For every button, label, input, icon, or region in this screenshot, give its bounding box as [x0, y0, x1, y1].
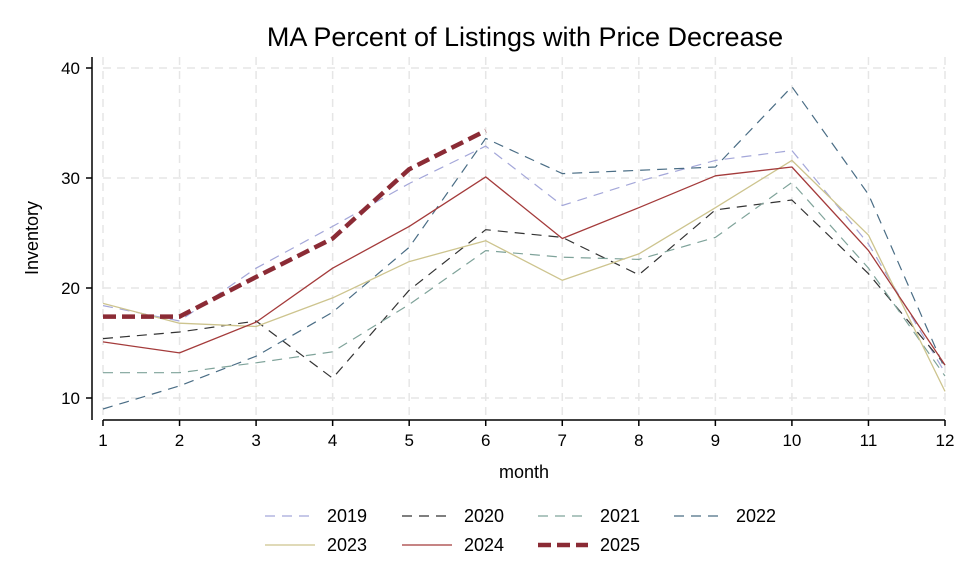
- x-tick-label: 11: [860, 431, 878, 450]
- x-axis-label: month: [499, 462, 549, 482]
- series-line-2023: [102, 159, 946, 392]
- series-line-2022: [102, 86, 946, 410]
- x-tick-label: 3: [251, 431, 260, 450]
- x-tick-label: 5: [404, 431, 413, 450]
- x-tick-label: 2: [175, 431, 184, 450]
- x-tick-label: 6: [481, 431, 490, 450]
- x-tick-label: 8: [634, 431, 643, 450]
- series-line-2024: [102, 166, 946, 366]
- legend-label-2024: 2024: [464, 535, 504, 555]
- x-tick-label: 4: [328, 431, 337, 450]
- legend-label-2022: 2022: [736, 506, 776, 526]
- x-tick-label: 1: [98, 431, 107, 450]
- series-line-2020: [102, 199, 946, 379]
- y-tick-label: 40: [61, 59, 80, 78]
- legend-label-2021: 2021: [600, 506, 640, 526]
- x-tick-label: 7: [558, 431, 567, 450]
- legend-label-2025: 2025: [600, 535, 640, 555]
- chart-title: MA Percent of Listings with Price Decrea…: [267, 22, 783, 52]
- x-tick-label: 12: [936, 431, 955, 450]
- legend-label-2019: 2019: [327, 506, 367, 526]
- y-axis-ticks: 10 20 30 40: [61, 59, 92, 408]
- y-tick-label: 20: [61, 279, 80, 298]
- legend: 2019 2020 2021 2022 2023 2024 2025: [265, 506, 776, 555]
- x-tick-label: 9: [711, 431, 720, 450]
- y-tick-label: 30: [61, 169, 80, 188]
- legend-label-2020: 2020: [464, 506, 504, 526]
- x-tick-label: 10: [782, 431, 801, 450]
- series-line-2025: [103, 128, 487, 319]
- gridlines: [102, 57, 946, 420]
- y-tick-label: 10: [61, 389, 80, 408]
- axes: [91, 57, 945, 421]
- series-line-2021: [103, 181, 946, 377]
- y-axis-label: Inventory: [22, 201, 42, 275]
- x-axis-ticks: 1 2 3 4 5 6 7 8 9 10 11 12: [98, 420, 954, 450]
- series-line-2019: [102, 145, 946, 374]
- legend-label-2023: 2023: [327, 535, 367, 555]
- series-lines: [102, 86, 946, 410]
